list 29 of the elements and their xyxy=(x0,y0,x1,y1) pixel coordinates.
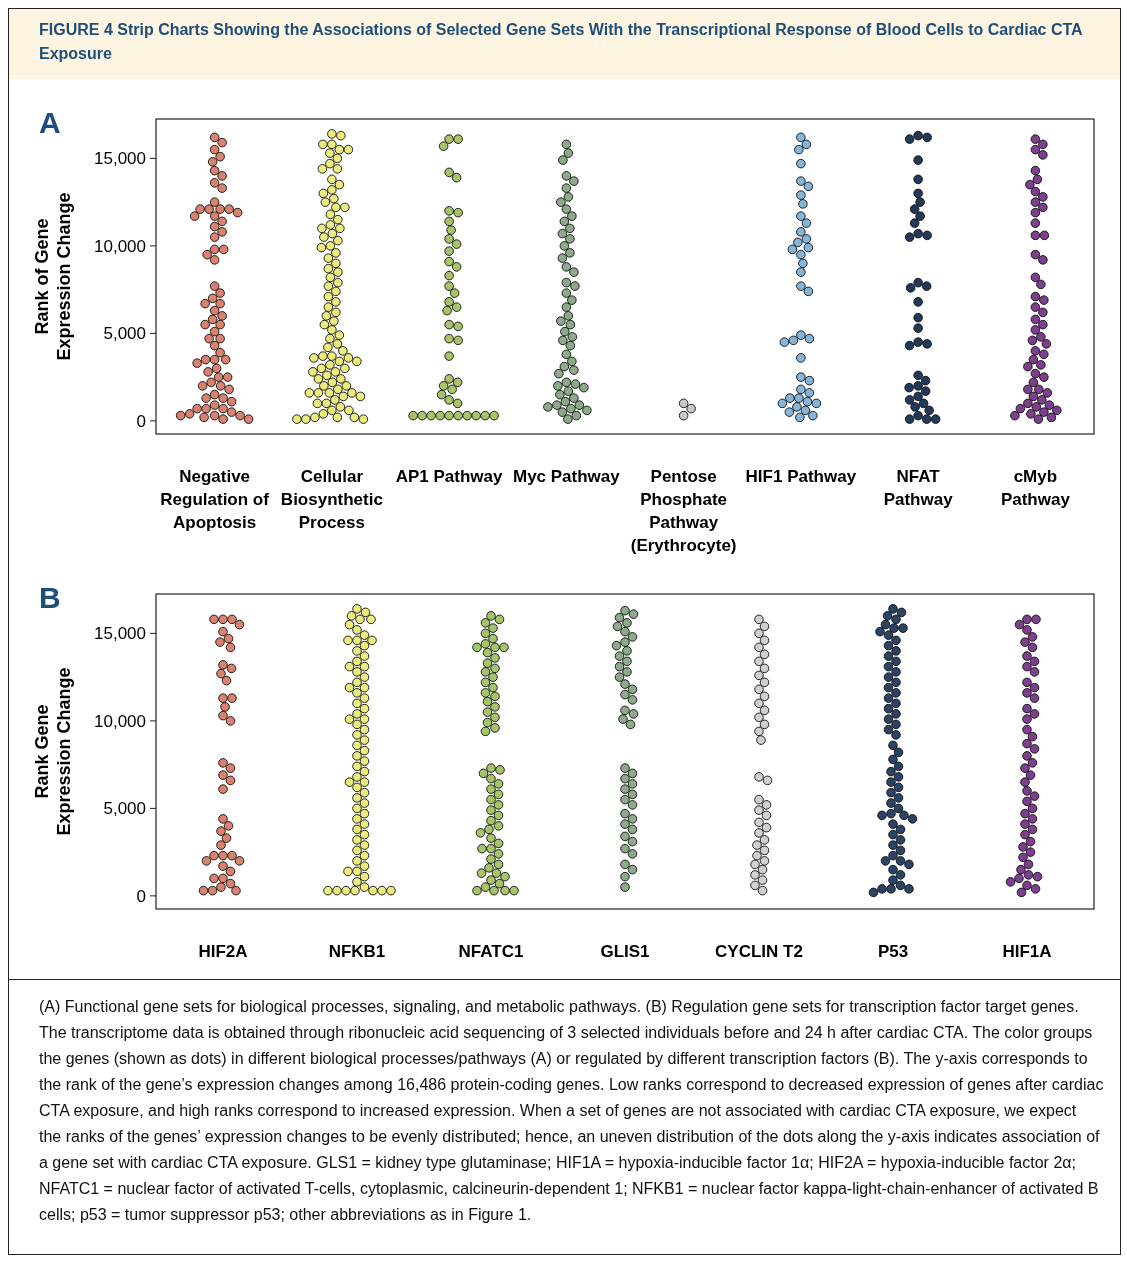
x-tick-label: Myc Pathway xyxy=(512,467,621,486)
y-axis-title: Rank Gene Expression Change xyxy=(32,667,74,836)
y-tick-label: 0 xyxy=(136,411,146,431)
x-tick-label: NFATC1 xyxy=(458,942,524,961)
x-tick-label: Pentose Phosphate Pathway (Erythrocyte) xyxy=(630,467,737,555)
x-tick-label: HIF1 Pathway xyxy=(745,467,857,486)
x-tick-label: Negative Regulation of Apoptosis xyxy=(160,467,270,532)
y-tick-label: 10,000 xyxy=(94,711,146,731)
y-tick-label: 5,000 xyxy=(103,324,146,344)
text: B xyxy=(39,581,61,614)
x-tick-label: P53 xyxy=(877,942,909,961)
y-tick-label: 15,000 xyxy=(94,149,146,169)
x-tick-label: NFAT Pathway xyxy=(883,467,954,509)
x-tick-label: NFKB1 xyxy=(328,942,386,961)
y-tick-label: 15,000 xyxy=(94,624,146,644)
text: A xyxy=(39,106,61,139)
x-tick-label: AP1 Pathway xyxy=(395,467,504,486)
chart-title: FIGURE 4 Strip Charts Showing the Associations of Selected Gene Sets With the Transcriptional Response of Blood Cells to Cardiac CTA Exposure xyxy=(39,21,1084,62)
x-tick-label: HIF2A xyxy=(198,942,248,961)
y-axis-title: Rank of Gene Expression Change xyxy=(32,192,74,361)
x-tick-label: cMyb Pathway xyxy=(1000,467,1071,509)
y-tick-label: 10,000 xyxy=(94,236,146,256)
x-tick-label: HIF1A xyxy=(1002,942,1052,961)
y-tick-label: 0 xyxy=(136,886,146,906)
y-tick-label: 5,000 xyxy=(103,799,146,819)
x-tick-label: GLIS1 xyxy=(600,942,650,961)
x-tick-label: Cellular Biosynthetic Process xyxy=(280,467,383,532)
x-tick-label: CYCLIN T2 xyxy=(715,942,803,961)
text: (A) Functional gene sets for biological processes, signaling, and metabolic pathways. (B) Regulation gene sets for transcription factor target genes. The transcriptome data is obtained through ribonucleic acid sequencing of 3 selected individuals before and 24 h after cardiac CTA. The color groups the genes (shown as dots) in different biological processes/pathways (A) or regulated by different transcription factors (B). The y-axis corresponds to the rank of the gene’s expression changes among 16,486 protein-coding genes. Low ranks correspond to decreased expression of genes after cardiac CTA exposure, and high ranks correspond to increased expression. When a set of genes are not associated with cardiac CTA exposure, we expect the ranks of the genes’ expression changes to be evenly distributed; hence, an uneven distribution of the dots along the y-axis indicates association of a gene set with cardiac CTA exposure. GLS1 = kidney type glutaminase; HIF1A = hypoxia-inducible factor 1α; HIF2A = hypoxia-inducible factor 2α; NFATC1 = nuclear factor of activated T-cells, cytoplasmic, calcineurin-dependent 1; NFKB1 = nuclear factor kappa-light-chain-enhancer of activated B cells; p53 = tumor suppressor p53; other abbreviations as in Figure 1. xyxy=(39,998,1104,1223)
